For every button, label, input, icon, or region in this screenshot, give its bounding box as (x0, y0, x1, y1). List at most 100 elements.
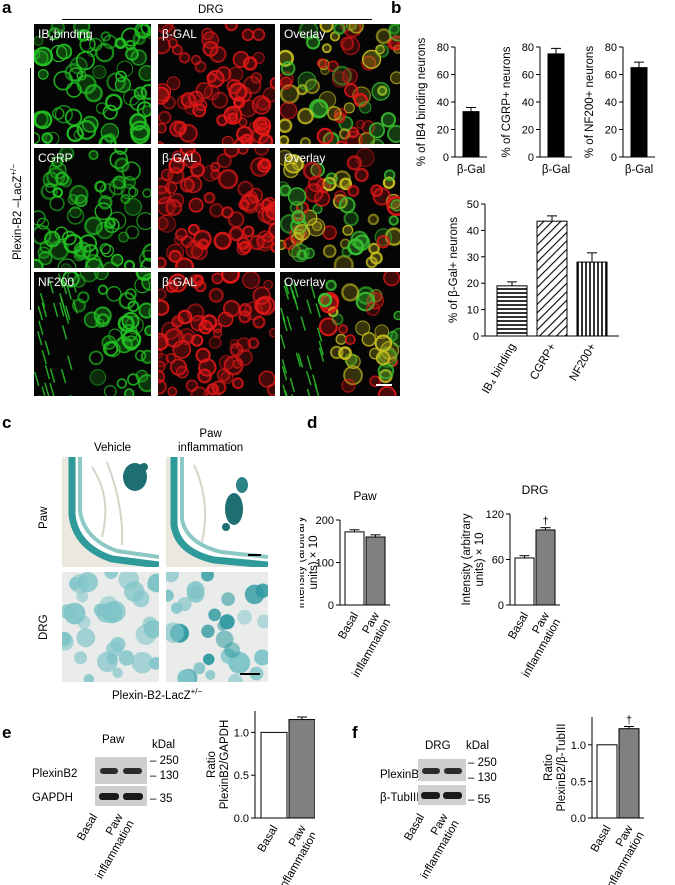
cell-mark (57, 258, 77, 268)
micrograph-label: β-GAL (162, 27, 197, 41)
y-tick-label: 80 (522, 42, 534, 54)
cell-mark (179, 177, 195, 193)
cell-mark (377, 85, 388, 96)
lacz-cell (228, 673, 243, 682)
y-tick-label: 0 (443, 152, 449, 164)
y-tick-label: 0.5 (571, 776, 586, 788)
cell-mark (158, 177, 171, 195)
cell-mark (93, 306, 112, 325)
cell-mark (114, 148, 128, 155)
cell-mark (127, 373, 140, 386)
scale-bar (376, 384, 392, 386)
fiber-mark (72, 299, 78, 314)
fiber-mark (291, 394, 294, 396)
y-tick-label: 40 (605, 97, 617, 109)
cell-mark (158, 83, 172, 102)
fiber-mark (283, 285, 290, 300)
cell-mark (34, 35, 44, 46)
y-tick-label: 40 (522, 97, 534, 109)
cell-mark (341, 36, 361, 56)
cell-mark (355, 148, 375, 168)
y-tick-label: 0 (498, 600, 504, 612)
significance-mark: † (626, 715, 632, 727)
y-tick-label: 20 (522, 125, 534, 137)
cell-mark (183, 150, 202, 169)
x-category-label: Basal (506, 611, 531, 642)
micrograph-r3-c2: β-GAL (158, 272, 275, 396)
bar (462, 111, 480, 158)
cell-mark (140, 257, 151, 268)
y-label-line: Intensity (arbitrary (461, 513, 473, 605)
y-label-line: units) × 10 (474, 532, 486, 586)
x-category-label: NF200+ (568, 341, 599, 383)
cell-mark (105, 93, 123, 112)
micrograph-r3-c1: NF200 (34, 272, 151, 396)
lacz-cell (106, 653, 118, 665)
y-tick-label: 0.5 (234, 770, 249, 782)
cell-mark (268, 327, 275, 338)
y-axis-label: RatioPlexinB2/GAPDH (206, 720, 231, 809)
cell-mark (375, 44, 385, 55)
lacz-cell (201, 572, 215, 582)
cell-mark (208, 336, 222, 349)
y-label-line: PlexinB2/β-TubIII (556, 723, 568, 811)
cell-mark (108, 328, 122, 342)
cell-mark (124, 39, 136, 51)
cell-mark (82, 243, 99, 261)
y-tick-label: 60 (522, 70, 534, 82)
cell-mark (176, 94, 192, 110)
bar (596, 744, 618, 819)
cell-mark (390, 327, 400, 348)
cell-mark (122, 88, 140, 106)
cell-mark (367, 213, 380, 226)
cell-mark (341, 68, 358, 85)
cell-mark (252, 315, 266, 329)
bar (536, 220, 568, 337)
fiber-mark (59, 292, 65, 308)
blot-e-marker-2: – 130 (150, 770, 179, 782)
cell-mark (77, 291, 90, 304)
panel-c-letter: c (2, 413, 12, 432)
lacz-cell (201, 624, 215, 638)
fiber-mark (63, 309, 70, 324)
cell-mark (366, 292, 384, 310)
cell-mark (268, 222, 275, 239)
cell-mark (342, 224, 354, 236)
cell-mark (116, 60, 134, 78)
cell-mark (217, 168, 239, 190)
bar (496, 285, 528, 337)
lacz-cell (224, 642, 241, 659)
cell-mark (224, 24, 238, 32)
cell-mark (195, 99, 208, 112)
cell-mark (165, 199, 183, 217)
fiber-mark (306, 299, 312, 314)
cell-mark (172, 340, 192, 359)
cell-mark (283, 162, 299, 179)
cell-mark (86, 47, 97, 57)
cell-mark (69, 184, 89, 205)
bar (365, 536, 386, 606)
cell-mark (175, 365, 189, 379)
cell-mark (252, 286, 271, 305)
lacz-cell (193, 662, 206, 675)
micrograph-label: Overlay (284, 275, 326, 289)
cell-mark (216, 153, 232, 169)
cell-mark (135, 369, 149, 383)
cell-mark (167, 386, 178, 396)
cell-mark (297, 107, 314, 125)
drg-inflammation-image (166, 572, 268, 682)
fiber-mark (316, 327, 323, 342)
cell-mark (289, 200, 304, 215)
fiber-mark (41, 349, 47, 365)
cell-mark (168, 273, 188, 293)
cell-mark (106, 286, 122, 302)
micrograph-label: CGRP (38, 151, 73, 165)
y-axis-label: % of CGRP+ neurons (501, 46, 513, 157)
micrograph-r2-c2: β-GAL (158, 148, 275, 268)
cell-mark (361, 331, 377, 347)
y-tick-label: 30 (467, 252, 479, 264)
cell-mark (88, 350, 104, 366)
cell-mark (51, 156, 63, 168)
